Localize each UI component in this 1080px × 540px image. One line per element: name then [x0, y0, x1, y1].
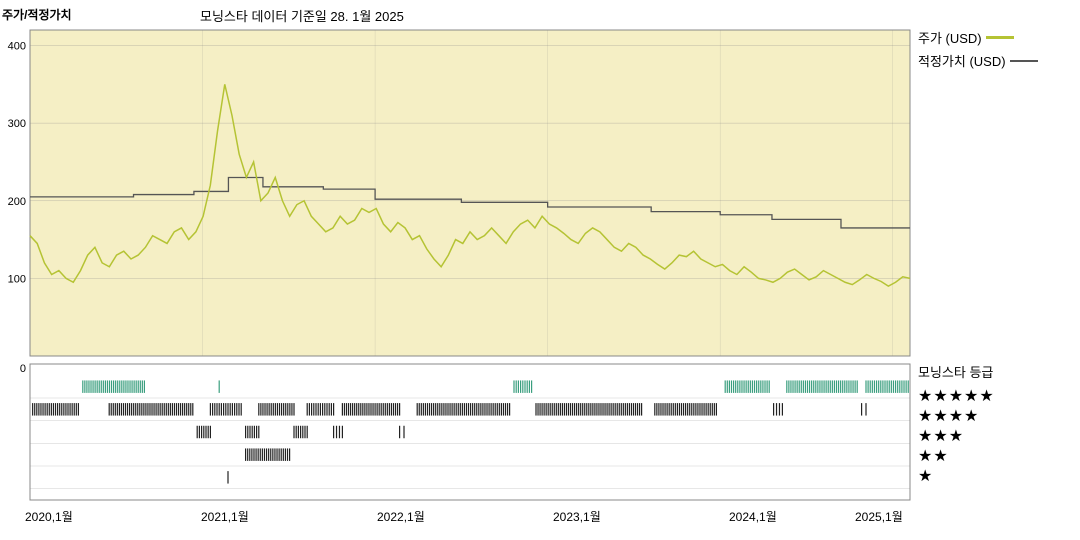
- x-axis-tick: 2024,1월: [729, 508, 777, 525]
- svg-text:300: 300: [8, 118, 26, 130]
- chart-subtitle: 모닝스타 데이터 기준일 28. 1월 2025: [200, 6, 404, 25]
- svg-text:400: 400: [8, 41, 26, 53]
- x-axis-tick: 2025,1월: [855, 508, 903, 525]
- legend-price-label: 주가 (USD): [918, 28, 982, 47]
- legend-price: 주가 (USD): [918, 28, 1078, 47]
- rating-3-star: ★★★: [918, 427, 1078, 447]
- rating-chart: 0: [2, 362, 912, 502]
- svg-text:200: 200: [8, 196, 26, 208]
- x-axis-tick: 2021,1월: [201, 508, 249, 525]
- legend-fair: 적정가치 (USD): [918, 51, 1078, 70]
- rating-legend-title: 모닝스타 등급: [918, 362, 1078, 381]
- svg-text:100: 100: [8, 273, 26, 285]
- x-axis-labels: 2020,1월 2021,1월 2022,1월 2023,1월 2024,1월 2025,…: [2, 508, 912, 528]
- chart-legend: 주가 (USD) 적정가치 (USD): [918, 28, 1078, 74]
- legend-price-swatch: [986, 36, 1014, 39]
- rating-2-star: ★★: [918, 447, 1078, 467]
- chart-title: 주가/적정가치: [2, 6, 72, 23]
- x-axis-tick: 2023,1월: [553, 508, 601, 525]
- rating-4-star: ★★★★: [918, 407, 1078, 427]
- x-axis-tick: 2020,1월: [25, 508, 73, 525]
- rating-1-star: ★: [918, 467, 1078, 487]
- rating-legend: 모닝스타 등급 ★★★★★ ★★★★ ★★★ ★★ ★: [918, 362, 1078, 487]
- rating-5-star: ★★★★★: [918, 387, 1078, 407]
- price-fair-value-chart: 100 200 300 400: [2, 28, 912, 358]
- x-axis-tick: 2022,1월: [377, 508, 425, 525]
- legend-fair-label: 적정가치 (USD): [918, 51, 1006, 70]
- legend-fair-swatch: [1010, 60, 1038, 62]
- svg-text:0: 0: [20, 363, 26, 375]
